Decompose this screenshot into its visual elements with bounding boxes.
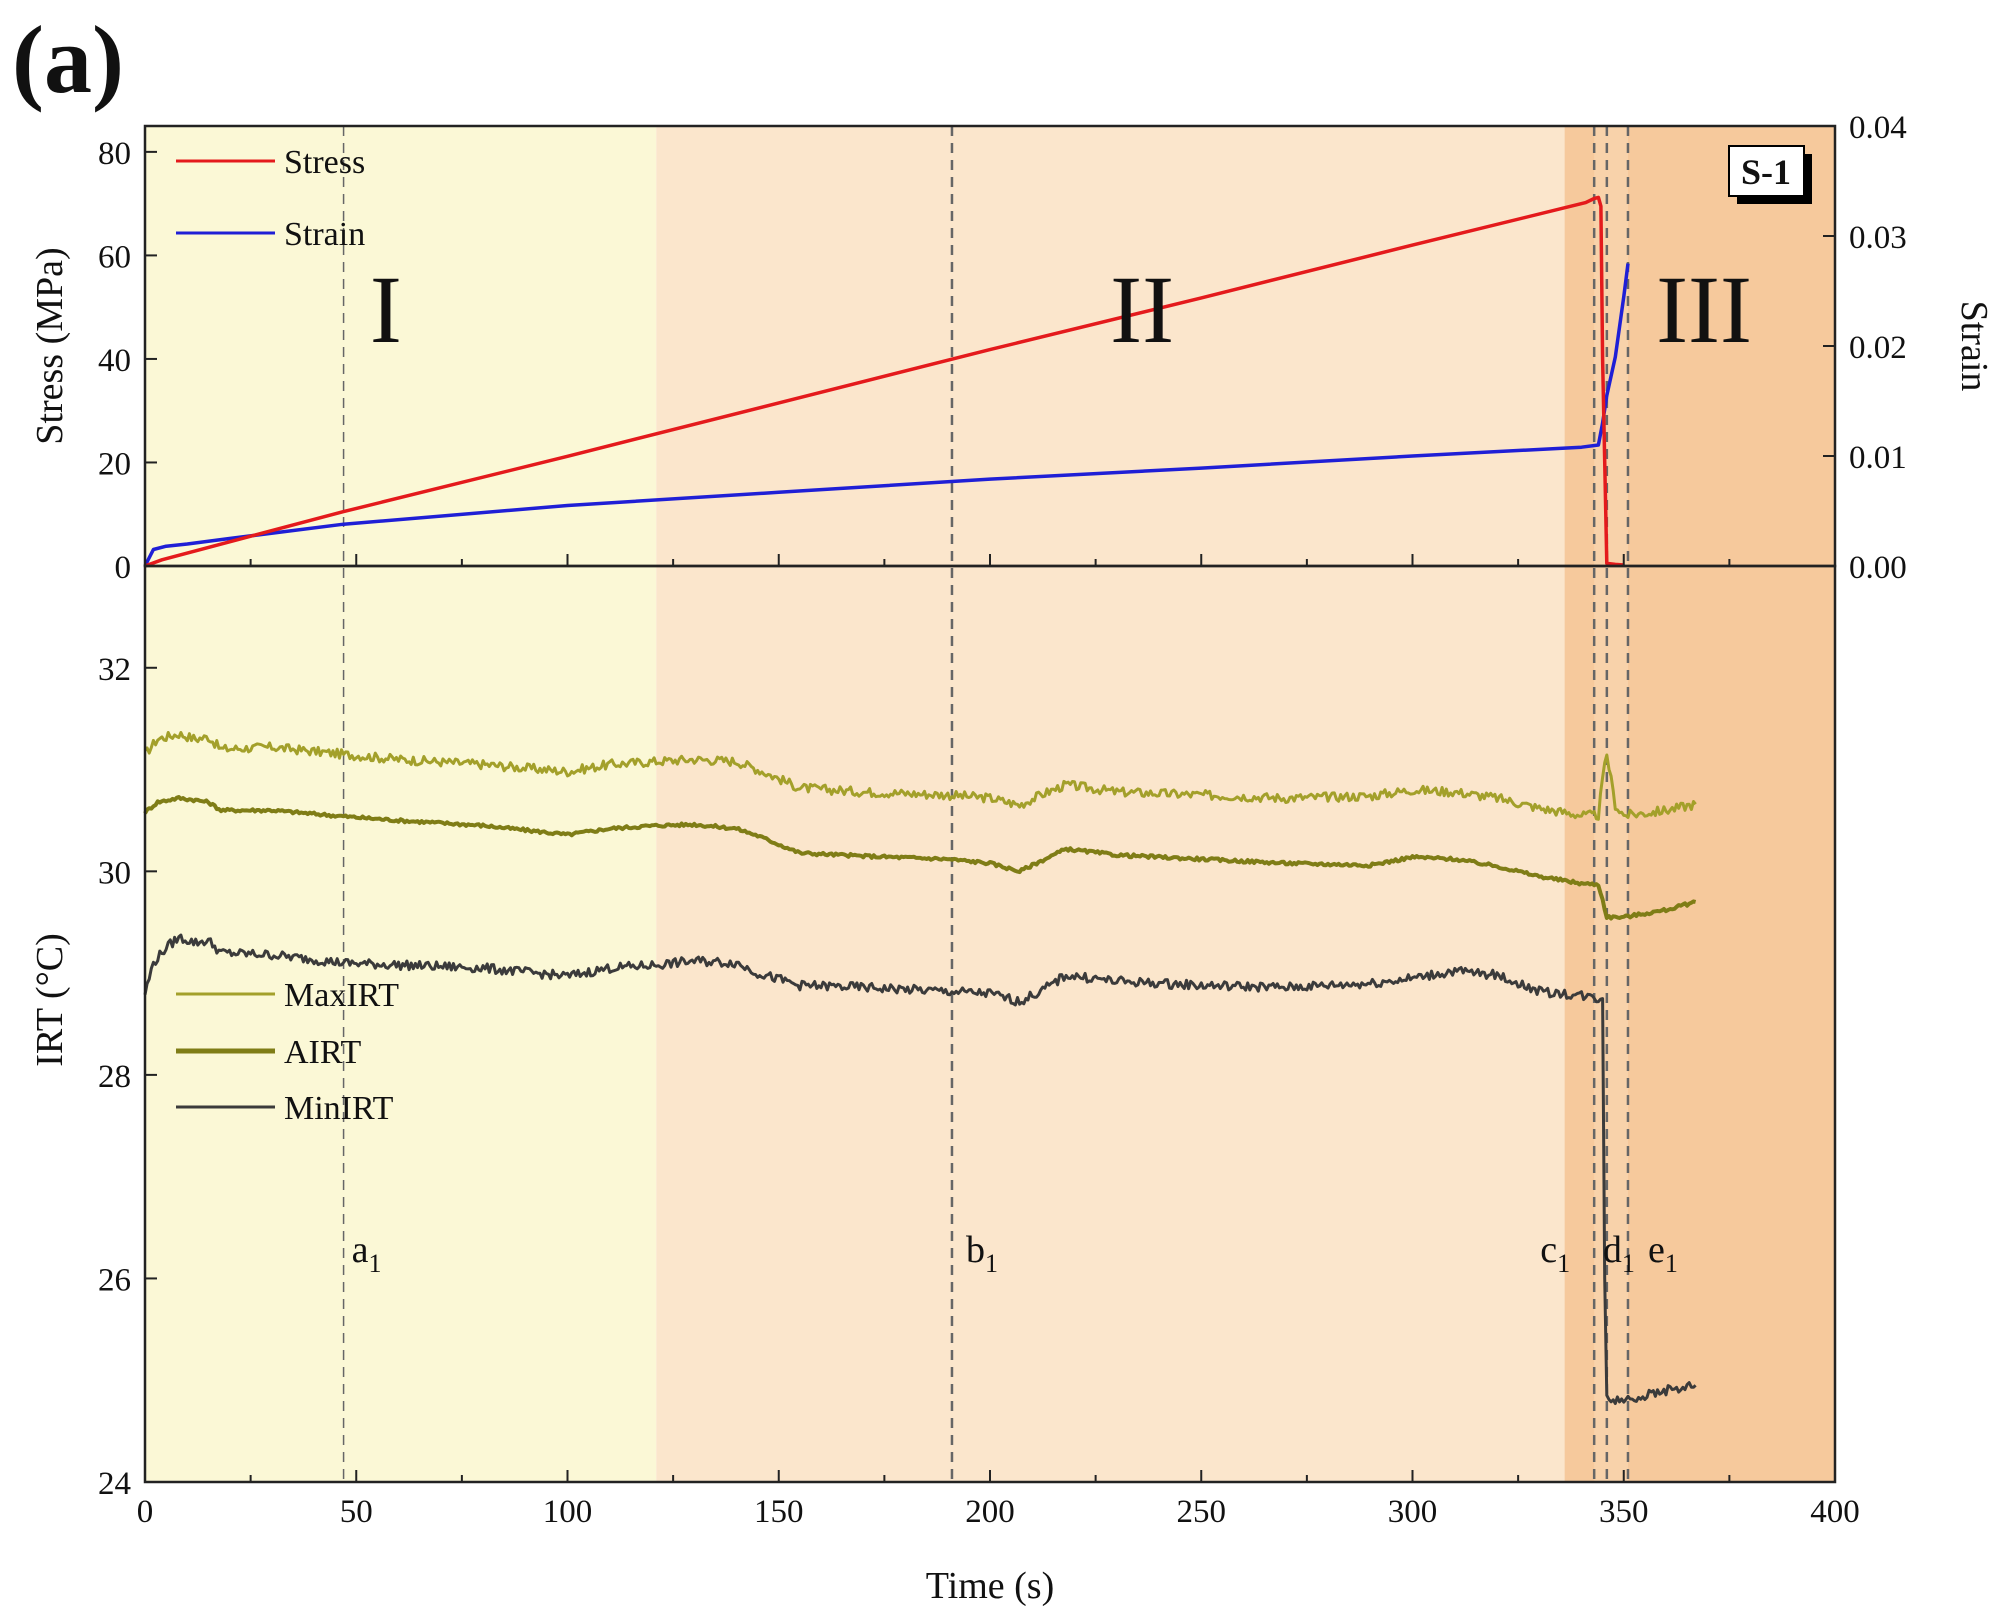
strain-axis-title: Strain (1953, 301, 1995, 392)
sample-tag-box (1728, 145, 1805, 197)
legend-strain-label: Strain (284, 216, 365, 253)
series-airt-line (143, 795, 1697, 921)
time-axis-title: Time (s) (926, 1565, 1054, 1607)
x-tick-label: 150 (754, 1494, 804, 1530)
stress-y-tick-label: 80 (98, 136, 131, 172)
sample-tag: S-1 (1728, 145, 1812, 204)
series-strain-line (143, 263, 1630, 567)
x-tick-label: 0 (137, 1494, 154, 1530)
stress-y-tick-label: 60 (98, 239, 131, 275)
stress-y-tick-label: 0 (115, 550, 132, 586)
stress-axis-title: Stress (MPa) (29, 247, 71, 444)
legend-airt-label: AIRT (284, 1034, 362, 1071)
legend-stress-label: Stress (284, 144, 365, 181)
series-layer (143, 195, 1697, 1405)
series-minirt-line (143, 933, 1697, 1405)
top-legend: Stress Strain (176, 144, 365, 253)
irt-axis-title: IRT (°C) (29, 933, 71, 1067)
axes-layer: 0 50 100 150 200 250 300 350 400 0 20 40 60 80 0.00 0.0… (29, 110, 1995, 1607)
legend-maxirt-label: MaxIRT (284, 977, 399, 1014)
x-tick-label: 300 (1388, 1494, 1438, 1530)
strain-y-tick-label: 0.00 (1849, 550, 1907, 586)
stage-backgrounds (145, 126, 1835, 1482)
x-tick-label: 100 (543, 1494, 593, 1530)
irt-y-tick-label: 26 (98, 1262, 131, 1298)
irt-y-tick-label: 28 (98, 1059, 131, 1095)
event-lines (342, 126, 1630, 1482)
event-label-e1: e1 (1648, 1229, 1678, 1278)
irt-y-tick-label: 24 (98, 1466, 131, 1502)
x-tick-label: 400 (1810, 1494, 1860, 1530)
irt-y-tick-label: 32 (98, 652, 131, 688)
stage-II-background (656, 126, 1565, 1482)
series-stress-line (144, 195, 1624, 568)
event-label-a1: a1 (352, 1229, 382, 1278)
event-label-b1: b1 (966, 1229, 998, 1278)
panel-label: (a) (12, 6, 124, 113)
strain-y-tick-label: 0.03 (1849, 220, 1907, 256)
legend-minirt-label: MinIRT (284, 1090, 394, 1127)
sample-tag-label: S-1 (1741, 152, 1791, 192)
stage-label-II: II (1110, 256, 1174, 363)
x-tick-label: 50 (340, 1494, 373, 1530)
event-label-d1: d1 (1603, 1229, 1635, 1278)
series-maxirt-line (143, 731, 1697, 821)
stage-label-III: III (1656, 256, 1752, 363)
stage-I-background (145, 126, 657, 1482)
x-tick-label: 250 (1177, 1494, 1227, 1530)
event-label-c1: c1 (1540, 1229, 1570, 1278)
strain-y-tick-label: 0.04 (1849, 110, 1907, 146)
x-tick-label: 200 (965, 1494, 1015, 1530)
strain-y-tick-label: 0.02 (1849, 330, 1907, 366)
strain-y-tick-label: 0.01 (1849, 440, 1907, 476)
bottom-legend: MaxIRT AIRT MinIRT (176, 977, 399, 1127)
stress-y-tick-label: 40 (98, 343, 131, 379)
x-tick-label: 350 (1599, 1494, 1649, 1530)
stage-label-I: I (370, 256, 402, 363)
stress-y-tick-label: 20 (98, 446, 131, 482)
irt-y-tick-label: 30 (98, 855, 131, 891)
